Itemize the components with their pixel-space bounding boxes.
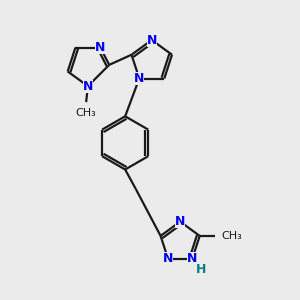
Text: N: N xyxy=(83,80,93,93)
Text: N: N xyxy=(175,215,185,228)
Text: N: N xyxy=(95,41,106,54)
Text: N: N xyxy=(187,252,197,266)
Text: CH₃: CH₃ xyxy=(76,109,97,118)
Text: N: N xyxy=(134,72,145,85)
Text: N: N xyxy=(163,252,173,266)
Text: N: N xyxy=(147,34,157,46)
Text: H: H xyxy=(196,263,206,276)
Text: CH₃: CH₃ xyxy=(221,231,242,241)
